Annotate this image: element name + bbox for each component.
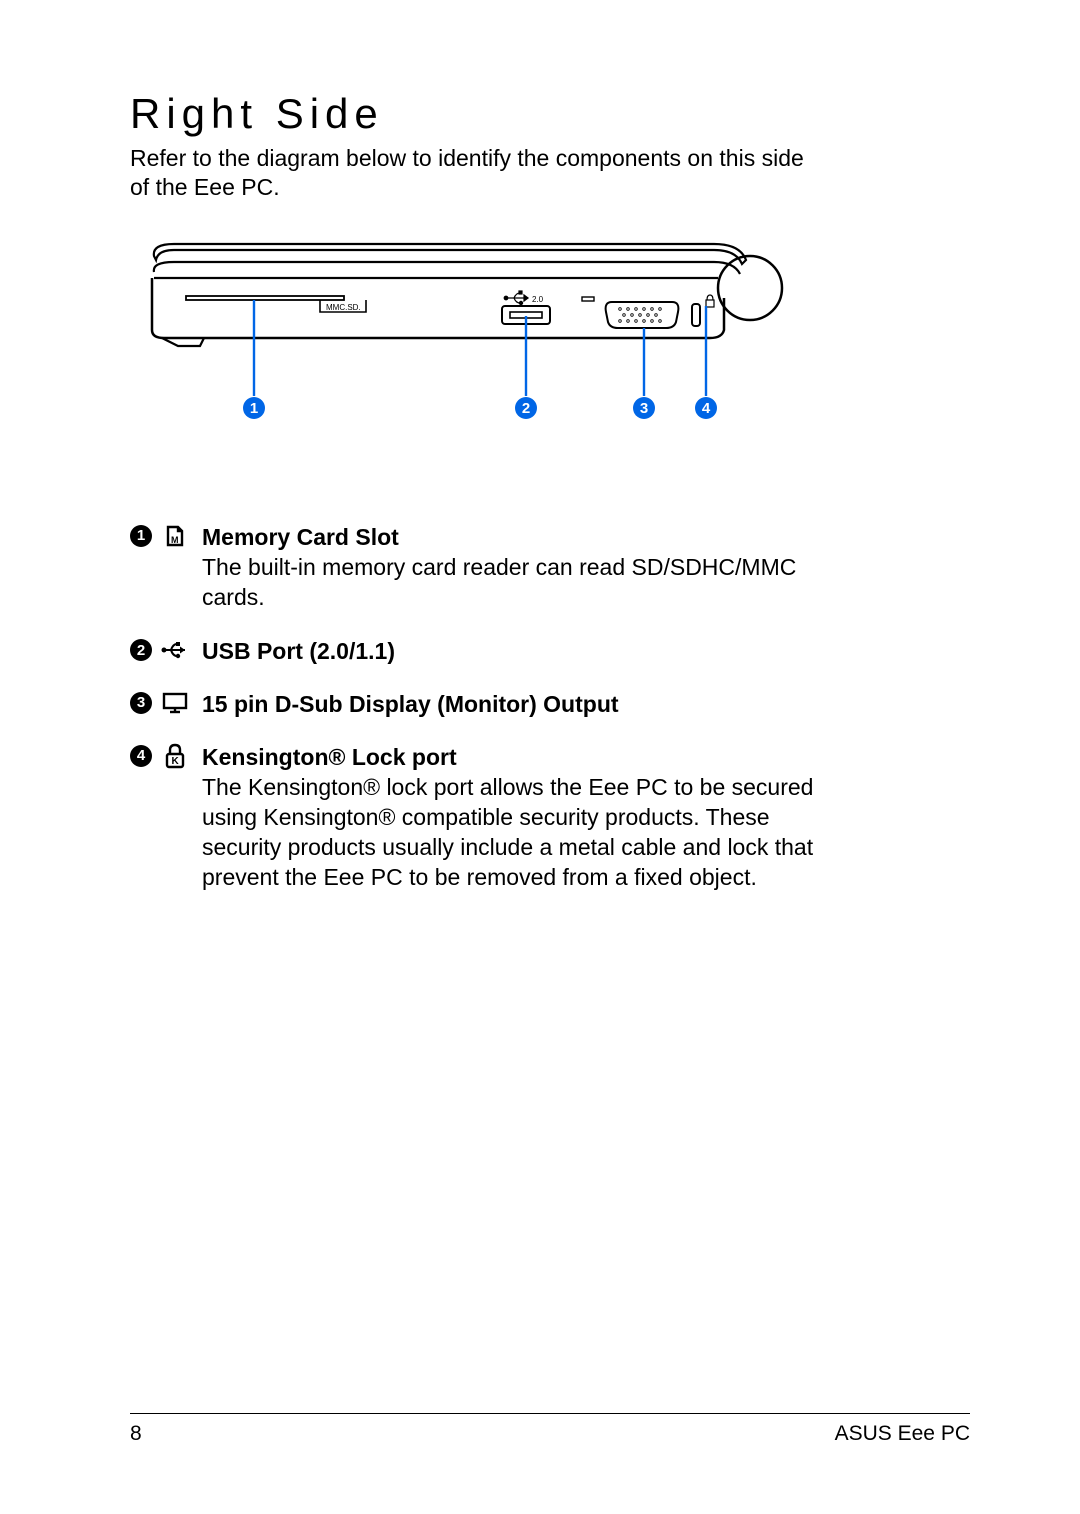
component-description: The built-in memory card reader can read… <box>202 553 822 613</box>
side-diagram: MMC.SD. 2.0 <box>134 238 784 433</box>
svg-text:M: M <box>171 535 179 545</box>
component-description: The Kensington® lock port allows the Eee… <box>202 773 822 893</box>
usb-icon <box>160 637 190 663</box>
component-item: 4 K Kensington® Lock port The Kensington… <box>130 743 970 893</box>
component-list: 1 M Memory Card Slot The built-in memory… <box>130 523 970 893</box>
callout-lines <box>254 300 706 396</box>
svg-text:3: 3 <box>640 400 648 417</box>
component-heading: Kensington® Lock port <box>202 743 970 772</box>
intro-text: Refer to the diagram below to identify t… <box>130 144 810 202</box>
page-footer: 8 ASUS Eee PC <box>130 1413 970 1446</box>
component-item: 3 15 pin D-Sub Display (Monitor) Output <box>130 690 970 719</box>
laptop-side-svg: MMC.SD. 2.0 <box>134 238 784 428</box>
monitor-icon <box>160 690 190 716</box>
footer-product: ASUS Eee PC <box>835 1422 970 1446</box>
page-number: 8 <box>130 1422 142 1446</box>
number-badge: 4 <box>130 745 152 767</box>
svg-text:2: 2 <box>522 400 530 417</box>
component-heading: Memory Card Slot <box>202 523 970 552</box>
number-badge: 1 <box>130 525 152 547</box>
component-item: 1 M Memory Card Slot The built-in memory… <box>130 523 970 614</box>
footer-rule <box>130 1413 970 1414</box>
mmc-label: MMC.SD. <box>326 303 361 312</box>
number-badge: 3 <box>130 692 152 714</box>
component-item: 2 USB Port (2.0/1.1) <box>130 637 970 666</box>
svg-text:1: 1 <box>250 400 258 417</box>
component-heading: 15 pin D-Sub Display (Monitor) Output <box>202 690 970 719</box>
memory-card-icon: M <box>160 523 190 549</box>
number-badge: 2 <box>130 639 152 661</box>
callout-badges: 1 2 3 4 <box>243 397 717 419</box>
lock-icon: K <box>160 743 190 769</box>
svg-text:4: 4 <box>702 400 711 417</box>
svg-text:K: K <box>172 756 180 767</box>
page-title: Right Side <box>130 90 970 138</box>
component-heading: USB Port (2.0/1.1) <box>202 637 970 666</box>
manual-page: Right Side Refer to the diagram below to… <box>0 0 1080 1514</box>
usb-label: 2.0 <box>532 295 544 304</box>
